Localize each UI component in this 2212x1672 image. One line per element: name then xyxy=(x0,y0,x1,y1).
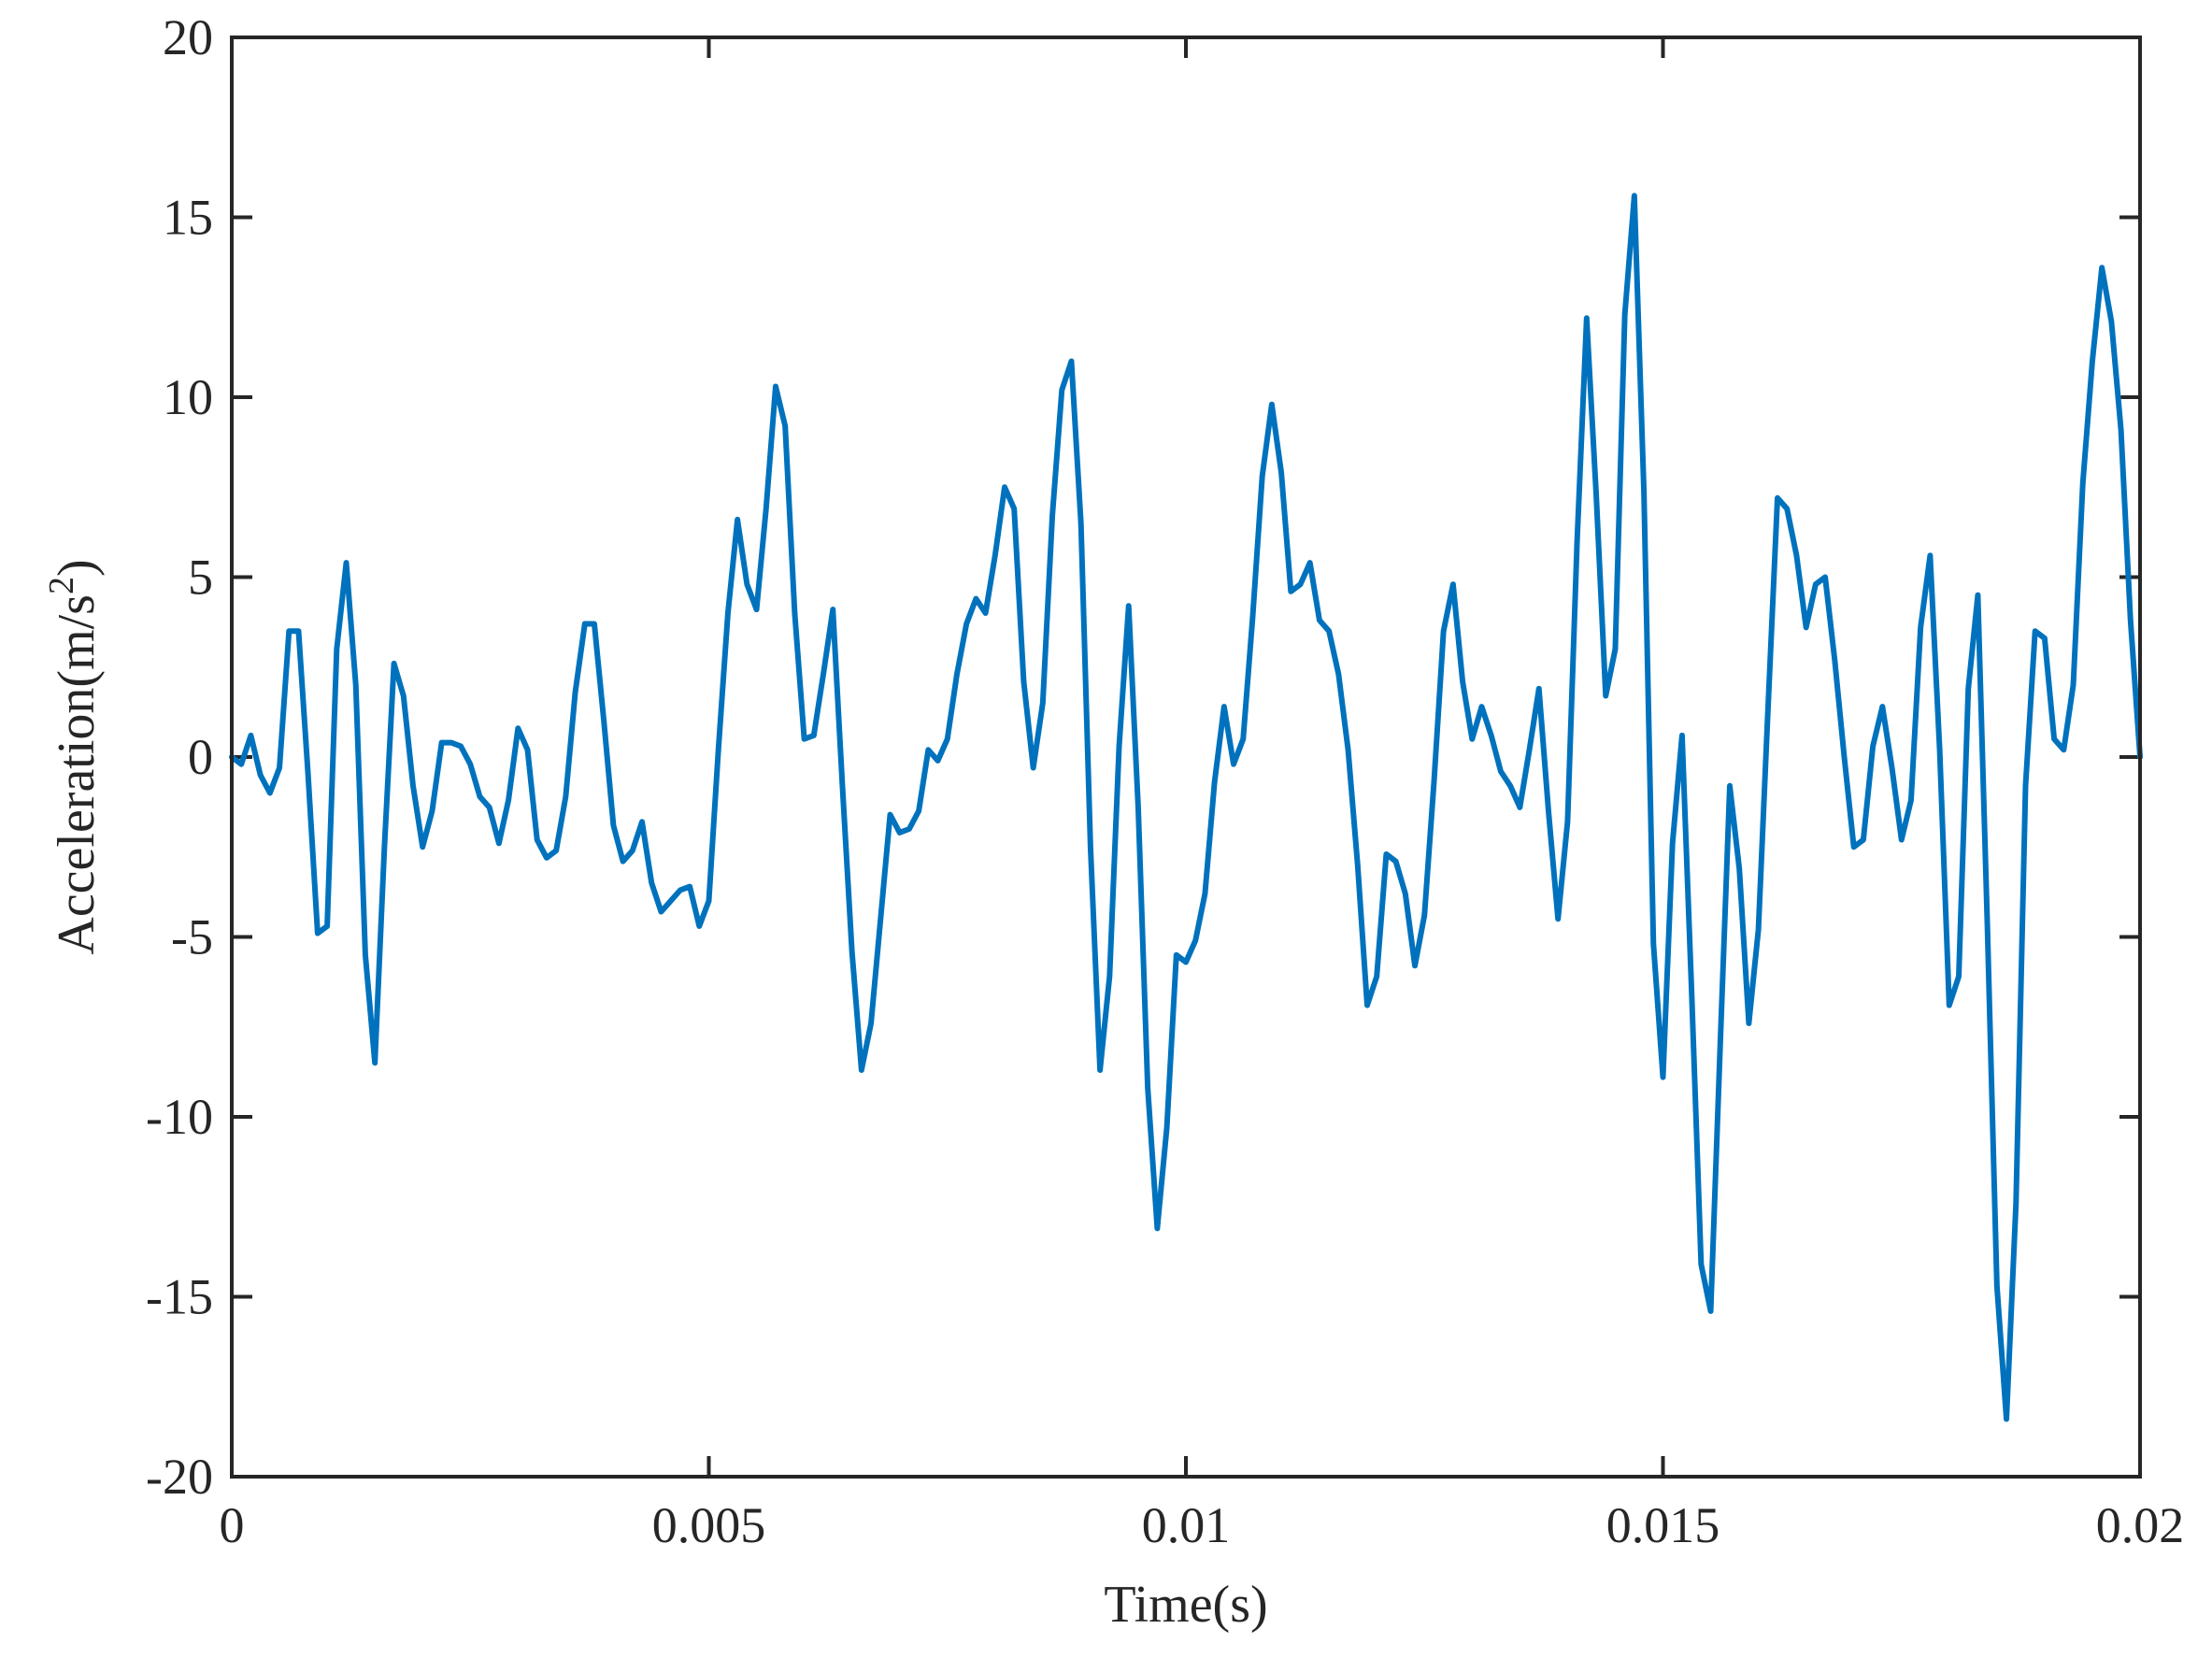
tick-labels-layer: 0 0.005 0.01 0.015 0.02 -20 -15 -10 -5 0 5 10 15 20 xyxy=(146,9,2184,1553)
y-tick-label: -20 xyxy=(146,1449,213,1505)
x-tick-label: 0.02 xyxy=(2096,1497,2185,1553)
ticks-layer xyxy=(230,36,2142,1479)
y-axis-label-main: Acceleration(m/s xyxy=(48,594,106,955)
y-tick-label: -5 xyxy=(171,909,213,965)
y-tick-label: 20 xyxy=(163,9,213,65)
y-tick-label: 15 xyxy=(163,190,213,246)
y-tick-label: -10 xyxy=(146,1089,213,1145)
y-tick-label: 5 xyxy=(188,550,213,606)
y-tick-label: 0 xyxy=(188,729,213,785)
x-tick-label: 0.005 xyxy=(652,1497,766,1553)
x-tick-label: 0 xyxy=(220,1497,245,1553)
axes-box xyxy=(230,36,2142,1479)
x-axis-label: Time(s) xyxy=(1104,1576,1267,1634)
y-axis-label-superscript: 2 xyxy=(42,577,81,594)
x-tick-label: 0.015 xyxy=(1606,1497,1720,1553)
y-tick-label: 10 xyxy=(163,369,213,425)
y-axis-label-close: ) xyxy=(48,559,106,577)
y-axis-label: Acceleration(m/s2) xyxy=(42,559,106,954)
y-tick-label: -15 xyxy=(146,1269,213,1325)
series-line-acceleration xyxy=(229,193,2143,1422)
x-tick-label: 0.01 xyxy=(1142,1497,1231,1553)
